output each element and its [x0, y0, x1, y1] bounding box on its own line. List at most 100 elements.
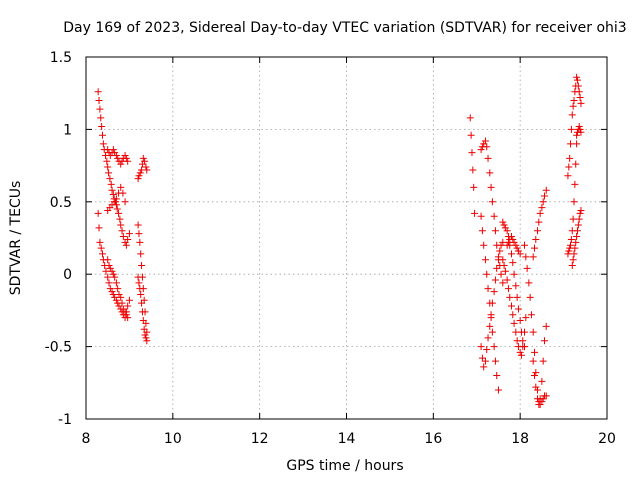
data-point — [112, 279, 120, 287]
data-point — [470, 183, 478, 191]
data-point — [491, 227, 499, 235]
data-point — [503, 227, 511, 235]
data-point — [569, 215, 577, 223]
y-tick-label: 0.5 — [50, 195, 72, 211]
data-point — [97, 114, 105, 122]
y-tick-label: -1 — [58, 412, 72, 428]
data-point — [493, 264, 501, 272]
data-point — [141, 157, 149, 165]
data-point — [576, 209, 584, 217]
data-point — [514, 247, 522, 255]
data-point — [542, 392, 550, 400]
data-point — [570, 198, 578, 206]
data-point — [118, 227, 126, 235]
data-point — [116, 215, 124, 223]
data-point — [497, 241, 505, 249]
series-arc-o — [503, 233, 524, 258]
data-point — [574, 221, 582, 229]
data-point — [532, 369, 540, 377]
data-point — [481, 357, 489, 365]
data-point — [478, 354, 486, 362]
data-point — [104, 163, 112, 171]
data-point — [573, 227, 581, 235]
data-point — [104, 256, 112, 264]
series-arc-j — [477, 137, 507, 287]
data-point — [467, 131, 475, 139]
data-point — [501, 267, 509, 275]
data-point — [521, 241, 529, 249]
ticks: 8 10 12 14 16 18 20 -1 -0.5 0 0.5 1 1.5 — [45, 50, 616, 447]
data-point — [536, 395, 544, 403]
data-point — [477, 343, 485, 351]
data-point — [565, 163, 573, 171]
series-arc-s — [564, 73, 585, 180]
x-tick-label: 10 — [164, 431, 182, 447]
data-point — [119, 233, 127, 241]
data-point — [111, 149, 119, 157]
data-point — [119, 189, 127, 197]
data-point — [532, 383, 540, 391]
data-point — [115, 209, 123, 217]
data-point — [575, 88, 583, 96]
data-point — [118, 299, 126, 307]
data-point — [573, 73, 581, 81]
data-point — [540, 192, 548, 200]
data-point — [532, 235, 540, 243]
x-tick-label: 12 — [251, 431, 269, 447]
data-point — [98, 250, 106, 258]
data-point — [98, 123, 106, 131]
data-point — [138, 262, 146, 270]
data-point — [484, 285, 492, 293]
data-points — [94, 73, 585, 409]
data-point — [572, 160, 580, 168]
data-point — [573, 140, 581, 148]
data-point — [122, 241, 130, 249]
data-point — [500, 262, 508, 270]
series-arc-e — [104, 183, 129, 214]
data-point — [136, 169, 144, 177]
data-point — [499, 279, 507, 287]
data-point — [571, 180, 579, 188]
data-point — [135, 279, 143, 287]
data-point — [525, 279, 533, 287]
data-point — [576, 94, 584, 102]
x-tick-label: 8 — [82, 431, 91, 447]
data-point — [499, 218, 507, 226]
data-point — [488, 328, 496, 336]
data-point — [99, 140, 107, 148]
data-point — [490, 343, 498, 351]
data-point — [577, 206, 585, 214]
data-point — [507, 233, 515, 241]
data-point — [530, 348, 538, 356]
data-point — [484, 334, 492, 342]
data-point — [493, 372, 501, 380]
data-point — [105, 279, 113, 287]
data-point — [542, 186, 550, 194]
data-point — [95, 224, 103, 232]
data-point — [481, 256, 489, 264]
data-point — [517, 351, 525, 359]
data-point — [499, 256, 507, 264]
data-point — [117, 160, 125, 168]
data-point — [143, 328, 151, 336]
data-point — [138, 273, 146, 281]
data-point — [115, 302, 123, 310]
plot-frame — [85, 56, 608, 420]
data-point — [573, 233, 581, 241]
data-point — [112, 195, 120, 203]
data-point — [567, 241, 575, 249]
chart-title: Day 169 of 2023, Sidereal Day-to-day VTE… — [63, 20, 626, 36]
y-tick-label: 1.5 — [50, 50, 72, 66]
series-arc-t — [564, 140, 581, 258]
data-point — [576, 125, 584, 133]
data-point — [573, 131, 581, 139]
data-point — [568, 262, 576, 270]
data-point — [529, 328, 537, 336]
data-point — [114, 285, 122, 293]
data-point — [512, 282, 520, 290]
data-point — [137, 250, 145, 258]
data-point — [109, 146, 117, 154]
data-point — [483, 143, 491, 151]
x-tick-label: 14 — [338, 431, 356, 447]
series-arc-i — [466, 114, 479, 217]
